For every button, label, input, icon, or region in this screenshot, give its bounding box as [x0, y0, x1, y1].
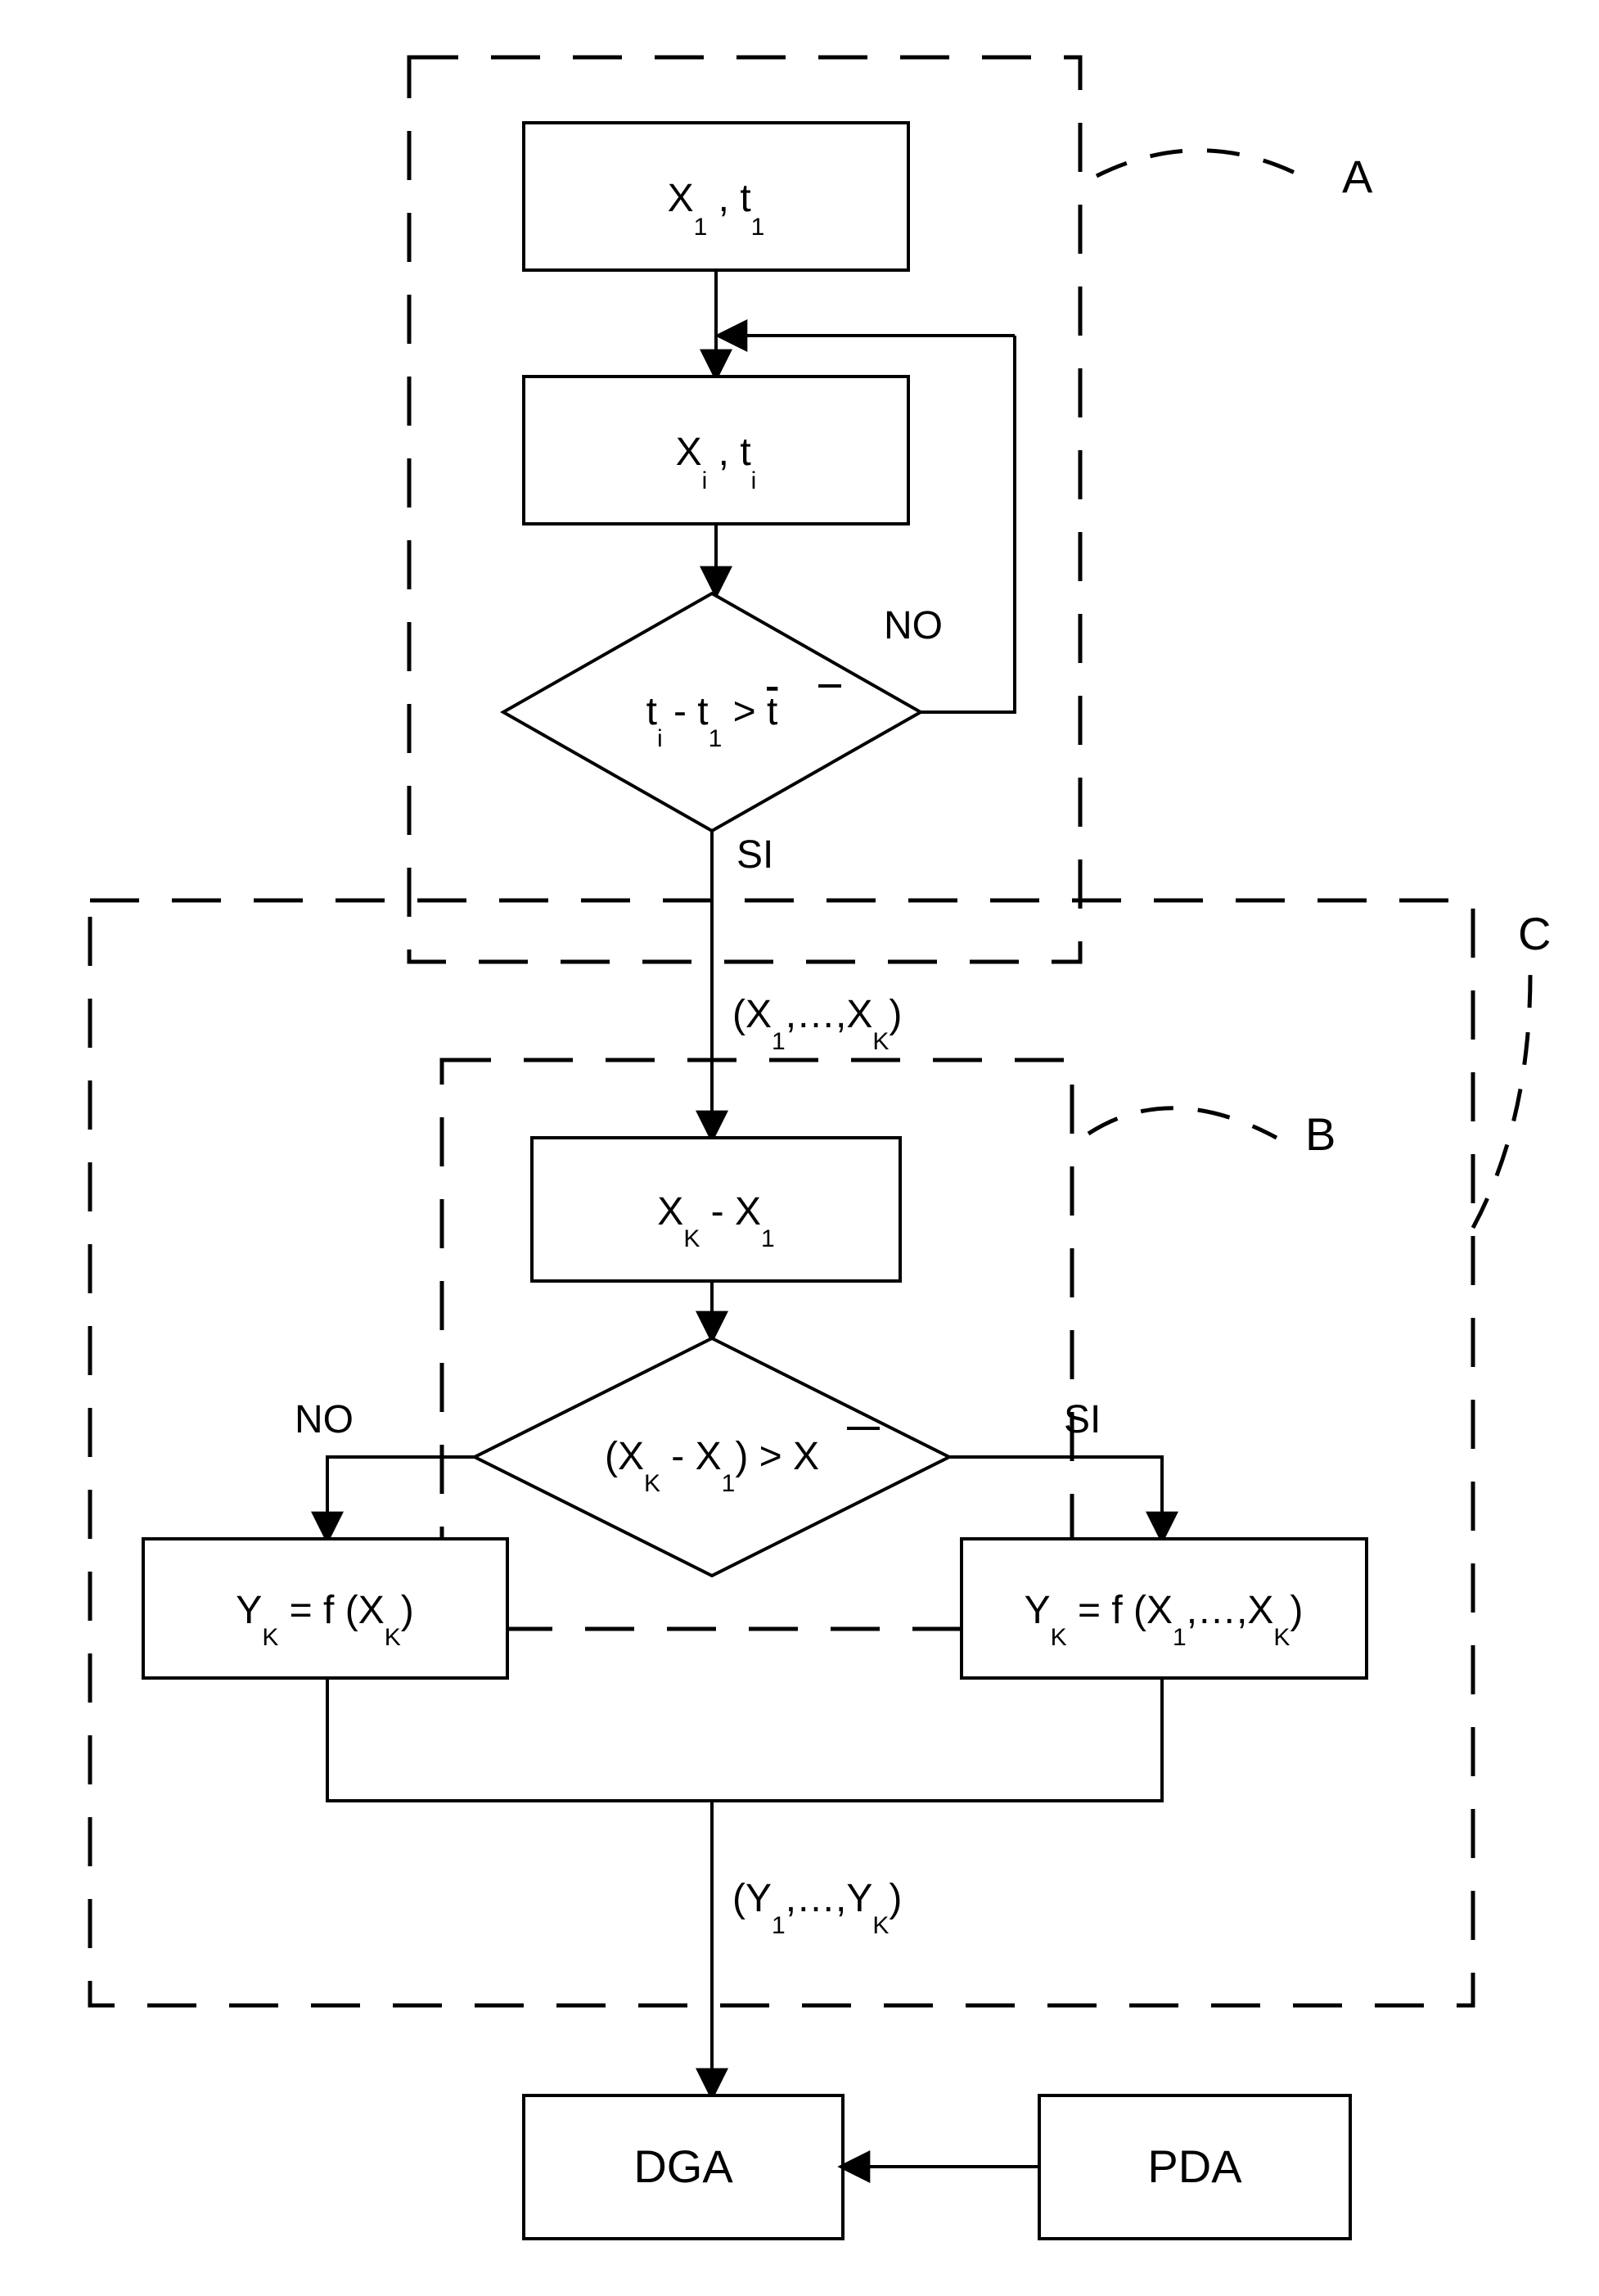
diamond-t	[503, 593, 921, 831]
arrow-ykright-merge	[712, 1678, 1162, 1801]
label-vec-y: (Y1,…,YK)	[732, 1877, 902, 1939]
arrow-diax-no	[327, 1457, 475, 1539]
arrow-ykleft-merge	[327, 1678, 712, 1801]
region-c-label: C	[1518, 908, 1551, 959]
arrow-diat-no	[921, 336, 1015, 712]
flowchart: A C B X1 , t1 Xi , ti ti - t1 > t NO SI …	[0, 0, 1599, 2296]
label-dia-x-si: SI	[1064, 1398, 1101, 1441]
label-dga: DGA	[633, 2140, 733, 2192]
label-dia-t-si: SI	[736, 833, 773, 877]
region-a-leader	[1097, 151, 1309, 180]
region-c-leader	[1473, 974, 1530, 1228]
label-pda: PDA	[1147, 2140, 1242, 2192]
label-dia-t-no: NO	[884, 604, 943, 647]
arrow-diax-si	[949, 1457, 1162, 1539]
region-a-label: A	[1342, 151, 1373, 202]
region-b-leader	[1088, 1108, 1277, 1138]
label-vec-x: (X1,…,XK)	[732, 993, 902, 1055]
label-dia-x-no: NO	[295, 1398, 354, 1441]
region-b-label: B	[1305, 1108, 1336, 1160]
